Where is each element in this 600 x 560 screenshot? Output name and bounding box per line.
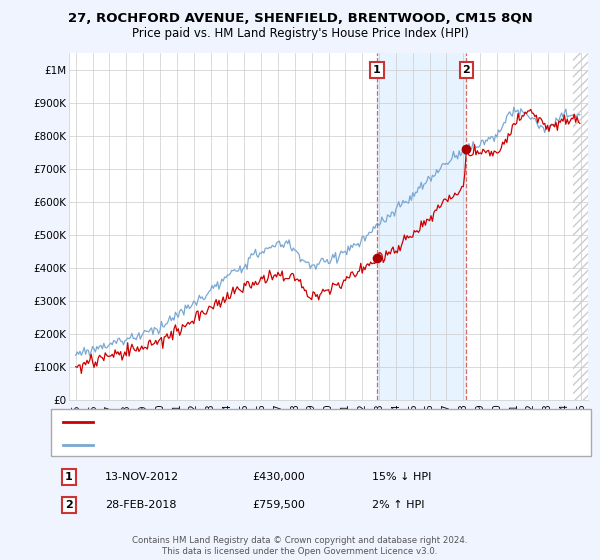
Text: HPI: Average price, detached house, Brentwood: HPI: Average price, detached house, Bren…: [99, 440, 348, 450]
Text: 27, ROCHFORD AVENUE, SHENFIELD, BRENTWOOD, CM15 8QN (detached house): 27, ROCHFORD AVENUE, SHENFIELD, BRENTWOO…: [99, 417, 521, 427]
Text: 13-NOV-2012: 13-NOV-2012: [105, 472, 179, 482]
Text: 27, ROCHFORD AVENUE, SHENFIELD, BRENTWOOD, CM15 8QN: 27, ROCHFORD AVENUE, SHENFIELD, BRENTWOO…: [68, 12, 532, 25]
Text: 2: 2: [462, 65, 470, 74]
Bar: [573, 53, 588, 400]
Bar: [377, 53, 466, 400]
Text: 15% ↓ HPI: 15% ↓ HPI: [372, 472, 431, 482]
Text: £430,000: £430,000: [252, 472, 305, 482]
Text: £759,500: £759,500: [252, 500, 305, 510]
Text: Contains HM Land Registry data © Crown copyright and database right 2024.
This d: Contains HM Land Registry data © Crown c…: [132, 536, 468, 556]
Text: 2: 2: [65, 500, 73, 510]
Text: 1: 1: [373, 65, 381, 74]
Text: Price paid vs. HM Land Registry's House Price Index (HPI): Price paid vs. HM Land Registry's House …: [131, 27, 469, 40]
Text: 1: 1: [65, 472, 73, 482]
Text: 28-FEB-2018: 28-FEB-2018: [105, 500, 176, 510]
Text: 2% ↑ HPI: 2% ↑ HPI: [372, 500, 425, 510]
